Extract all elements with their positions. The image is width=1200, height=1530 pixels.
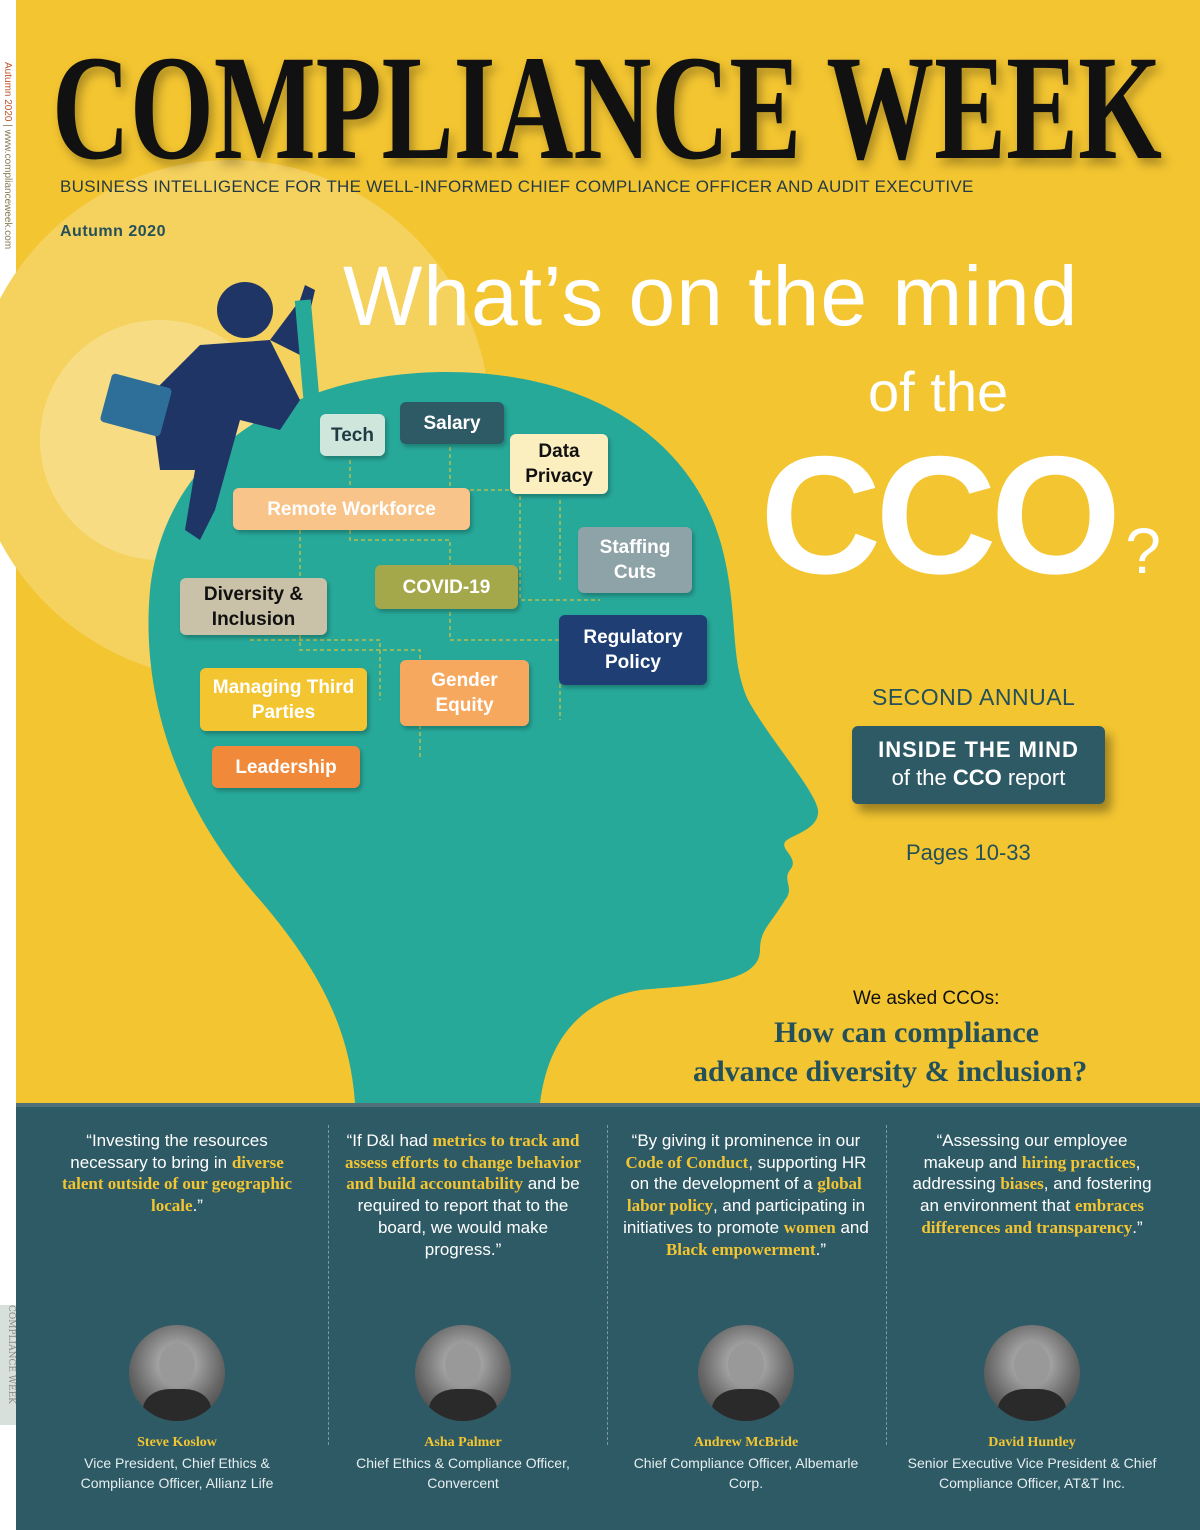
spine-text: Autumn 2020 | www.complianceweek.com <box>2 62 13 250</box>
person-role: Chief Ethics & Compliance Officer, Conve… <box>356 1455 570 1491</box>
avatar <box>698 1325 794 1421</box>
businessman-icon <box>100 282 322 540</box>
topic-tech: Tech <box>320 414 385 456</box>
topic-regulatory-policy: Regulatory Policy <box>559 615 707 685</box>
quote-text: “By giving it prominence in our Code of … <box>623 1131 869 1259</box>
divider <box>607 1125 608 1445</box>
masthead-title: COMPLIANCE WEEK <box>52 30 1162 175</box>
avatar <box>129 1325 225 1421</box>
topic-managing-third-parties: Managing Third Parties <box>200 668 367 731</box>
person-role: Vice President, Chief Ethics & Complianc… <box>80 1455 274 1491</box>
person-name: Steve Koslow <box>137 1435 217 1450</box>
question-line1: How can compliance <box>774 1016 1039 1049</box>
report-subtitle: of the CCO report <box>891 765 1066 790</box>
person-name: David Huntley <box>988 1435 1076 1450</box>
topic-staffing-cuts: Staffing Cuts <box>578 527 692 593</box>
spine-logo: COMPLIANCE WEEK <box>0 1305 16 1425</box>
headline-line1: What’s on the mind <box>343 249 1079 343</box>
quote-text: “Investing the resources necessary to br… <box>61 1131 293 1216</box>
topic-gender-equity: Gender Equity <box>400 660 529 726</box>
topic-remote-workforce: Remote Workforce <box>233 488 470 530</box>
masthead-title-text: COMPLIANCE WEEK <box>52 30 1162 175</box>
divider <box>886 1125 887 1445</box>
topic-covid-19: COVID-19 <box>375 565 518 609</box>
headline-line2: of the <box>868 360 1009 423</box>
topic-leadership: Leadership <box>212 746 360 788</box>
issue-date: Autumn 2020 <box>60 223 166 240</box>
quotes-panel <box>16 1103 1200 1530</box>
topic-salary: Salary <box>400 402 504 444</box>
report-title: INSIDE THE MIND <box>878 737 1079 762</box>
avatar <box>984 1325 1080 1421</box>
quote-text: “If D&I had metrics to track and assess … <box>344 1131 582 1259</box>
person-role: Chief Compliance Officer, Albemarle Corp… <box>633 1455 859 1491</box>
question-line2: advance diversity & inclusion? <box>693 1055 1088 1088</box>
person-name: Andrew McBride <box>693 1435 799 1450</box>
report-kicker: SECOND ANNUAL <box>872 684 1076 710</box>
divider <box>328 1125 329 1445</box>
report-pages: Pages 10-33 <box>906 840 1031 865</box>
headline-cco: CCO? <box>760 421 1161 609</box>
person-role: Senior Executive Vice President & Chief … <box>907 1455 1157 1491</box>
avatar <box>415 1325 511 1421</box>
question-intro: We asked CCOs: <box>853 988 1000 1009</box>
tagline: BUSINESS INTELLIGENCE FOR THE WELL-INFOR… <box>60 177 974 196</box>
topic-data-privacy: Data Privacy <box>510 434 608 494</box>
head-silhouette <box>148 371 819 1103</box>
report-badge: INSIDE THE MIND of the CCO report <box>852 726 1105 804</box>
topic-diversity-inclusion: Diversity & Inclusion <box>180 578 327 635</box>
person-name: Asha Palmer <box>424 1435 502 1450</box>
quote-text: “Assessing our employee makeup and hirin… <box>912 1131 1152 1237</box>
